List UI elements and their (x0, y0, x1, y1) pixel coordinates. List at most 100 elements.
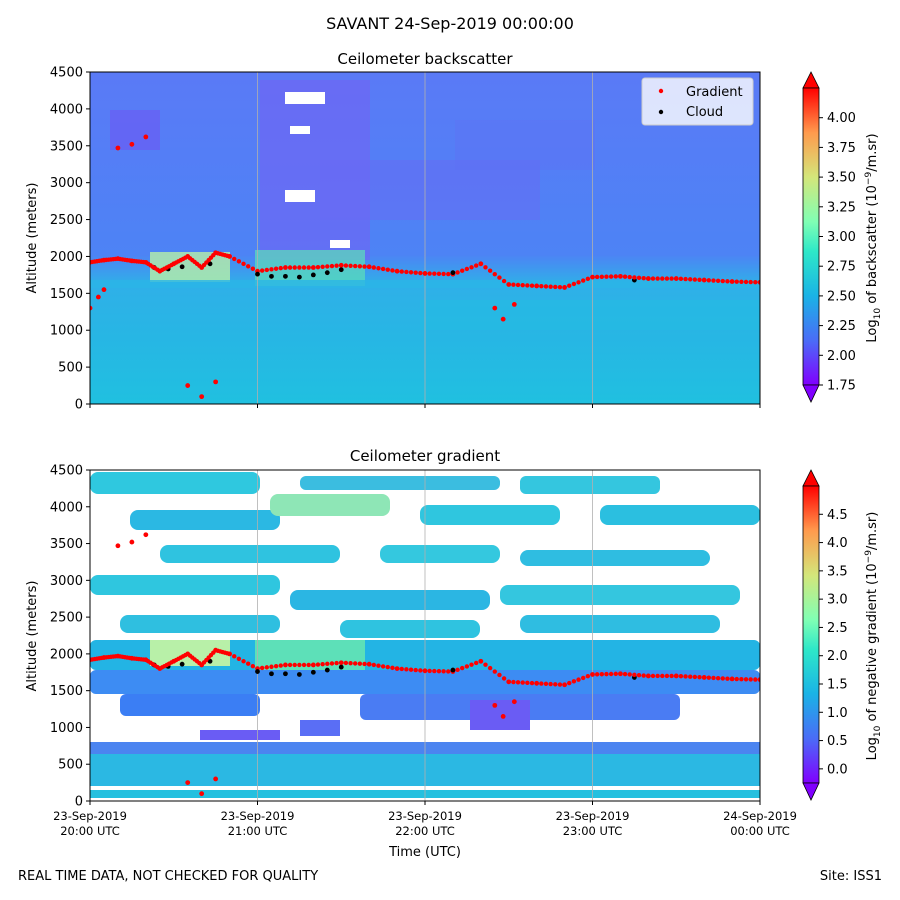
gradient-point (553, 284, 558, 290)
gradient-point (525, 680, 530, 686)
gradient-point (329, 661, 335, 666)
cloud-point (179, 661, 185, 667)
gradient-point (113, 654, 118, 659)
gradient-point (320, 264, 325, 269)
gradient-point (432, 668, 437, 674)
gradient-point (557, 284, 563, 290)
y-tick-label: 4500 (50, 66, 83, 81)
gradient-point (329, 263, 335, 269)
gradient-point (371, 662, 377, 668)
gradient-point (627, 672, 632, 677)
gradient-point (301, 265, 307, 270)
gradient-point (664, 673, 670, 679)
gradient-point (245, 264, 251, 269)
gradient-point (725, 676, 730, 681)
gradient-point (567, 283, 572, 288)
colorbar-tick-label: 0.0 (827, 762, 848, 777)
gradient-point (734, 279, 739, 284)
y-tick-label: 2500 (50, 611, 83, 626)
gradient-point (366, 661, 372, 667)
gradient-point (511, 699, 517, 705)
gradient-point (660, 276, 665, 281)
x-tick-label: 23-Sep-2019 (221, 809, 295, 823)
gradient-point (306, 265, 311, 270)
gradient-point (511, 679, 516, 685)
gradient-point (197, 263, 202, 268)
gradient-point (343, 660, 349, 666)
gradient-point (492, 305, 498, 311)
cloud-point (310, 669, 316, 675)
gradient-point (183, 255, 188, 260)
colorbar-tick-label: 3.75 (827, 141, 856, 156)
colorbar-tick-label: 3.50 (827, 171, 856, 186)
grid-lines (257, 72, 593, 404)
gradient-point (213, 379, 219, 385)
y-tick-label: 2500 (50, 213, 83, 228)
gradient-point (548, 681, 553, 687)
gradient-point (669, 276, 674, 281)
gradient-point (273, 266, 279, 271)
gradient-point (155, 664, 160, 670)
gradient-point (348, 263, 353, 268)
gradient-point (376, 266, 381, 271)
gradient-point (720, 278, 725, 284)
y-tick-label: 1000 (50, 324, 83, 339)
gradient-point (673, 276, 679, 281)
gradient-point (618, 273, 623, 279)
grid-lines (257, 470, 593, 801)
y-tick-label: 2000 (50, 250, 83, 265)
gradient-point (501, 278, 507, 284)
gradient-point (487, 665, 493, 671)
panel-gradient: Ceilometer gradient (25, 447, 883, 860)
gradient-point (692, 277, 698, 282)
gradient-point (478, 261, 484, 267)
gradient-point (115, 145, 121, 151)
gradient-point (199, 394, 205, 400)
gradient-point (618, 671, 623, 677)
gradient-point (622, 274, 628, 279)
gradient-point (155, 267, 160, 272)
gradient-point (701, 675, 707, 680)
y-tick-label: 4500 (50, 464, 83, 479)
gradient-point (729, 279, 735, 284)
gradient-point (622, 671, 628, 677)
gradient-point (292, 265, 297, 270)
gradient-point (232, 256, 237, 262)
gradient-point (715, 675, 721, 681)
cloud-point (207, 261, 213, 267)
gradient-point (232, 654, 237, 659)
panel-title: Ceilometer backscatter (337, 50, 513, 68)
gradient-point (95, 294, 101, 300)
gradient-point (129, 539, 135, 545)
gradient-point (143, 532, 149, 538)
gradient-point (446, 271, 451, 277)
colorbar-tick-label: 2.0 (827, 649, 848, 664)
gradient-point (278, 663, 283, 668)
gradient-point (725, 279, 730, 284)
colorbar-label: Log10 of negative gradient (10−9/m.sr) (864, 512, 883, 761)
gradient-point (422, 668, 428, 674)
colorbar-tick-label: 1.5 (827, 678, 848, 693)
gradient-point (567, 680, 572, 686)
colorbar-label: Log10 of backscatter (10−9/m.sr) (864, 133, 883, 342)
gradient-point (441, 271, 446, 277)
gradient-point (399, 666, 404, 672)
gradient-point (487, 268, 493, 273)
gradient-point (141, 259, 146, 265)
cloud-point (283, 273, 288, 279)
gradient-point (515, 282, 521, 288)
gradient-point (632, 672, 637, 678)
gradient-point (678, 674, 684, 679)
gradient-point (169, 660, 174, 665)
gradient-point (669, 673, 674, 679)
gradient-point (706, 278, 712, 283)
gradient-point (418, 270, 423, 276)
colorbar-tick-label: 3.0 (827, 593, 848, 608)
gradient-point (520, 283, 525, 288)
colorbar-tick-label: 4.00 (827, 111, 856, 126)
gradient-point (469, 662, 474, 667)
gradient-point (394, 666, 400, 671)
gradient-point (543, 284, 549, 289)
gradient-point (250, 266, 256, 271)
gradient-point (576, 280, 581, 285)
